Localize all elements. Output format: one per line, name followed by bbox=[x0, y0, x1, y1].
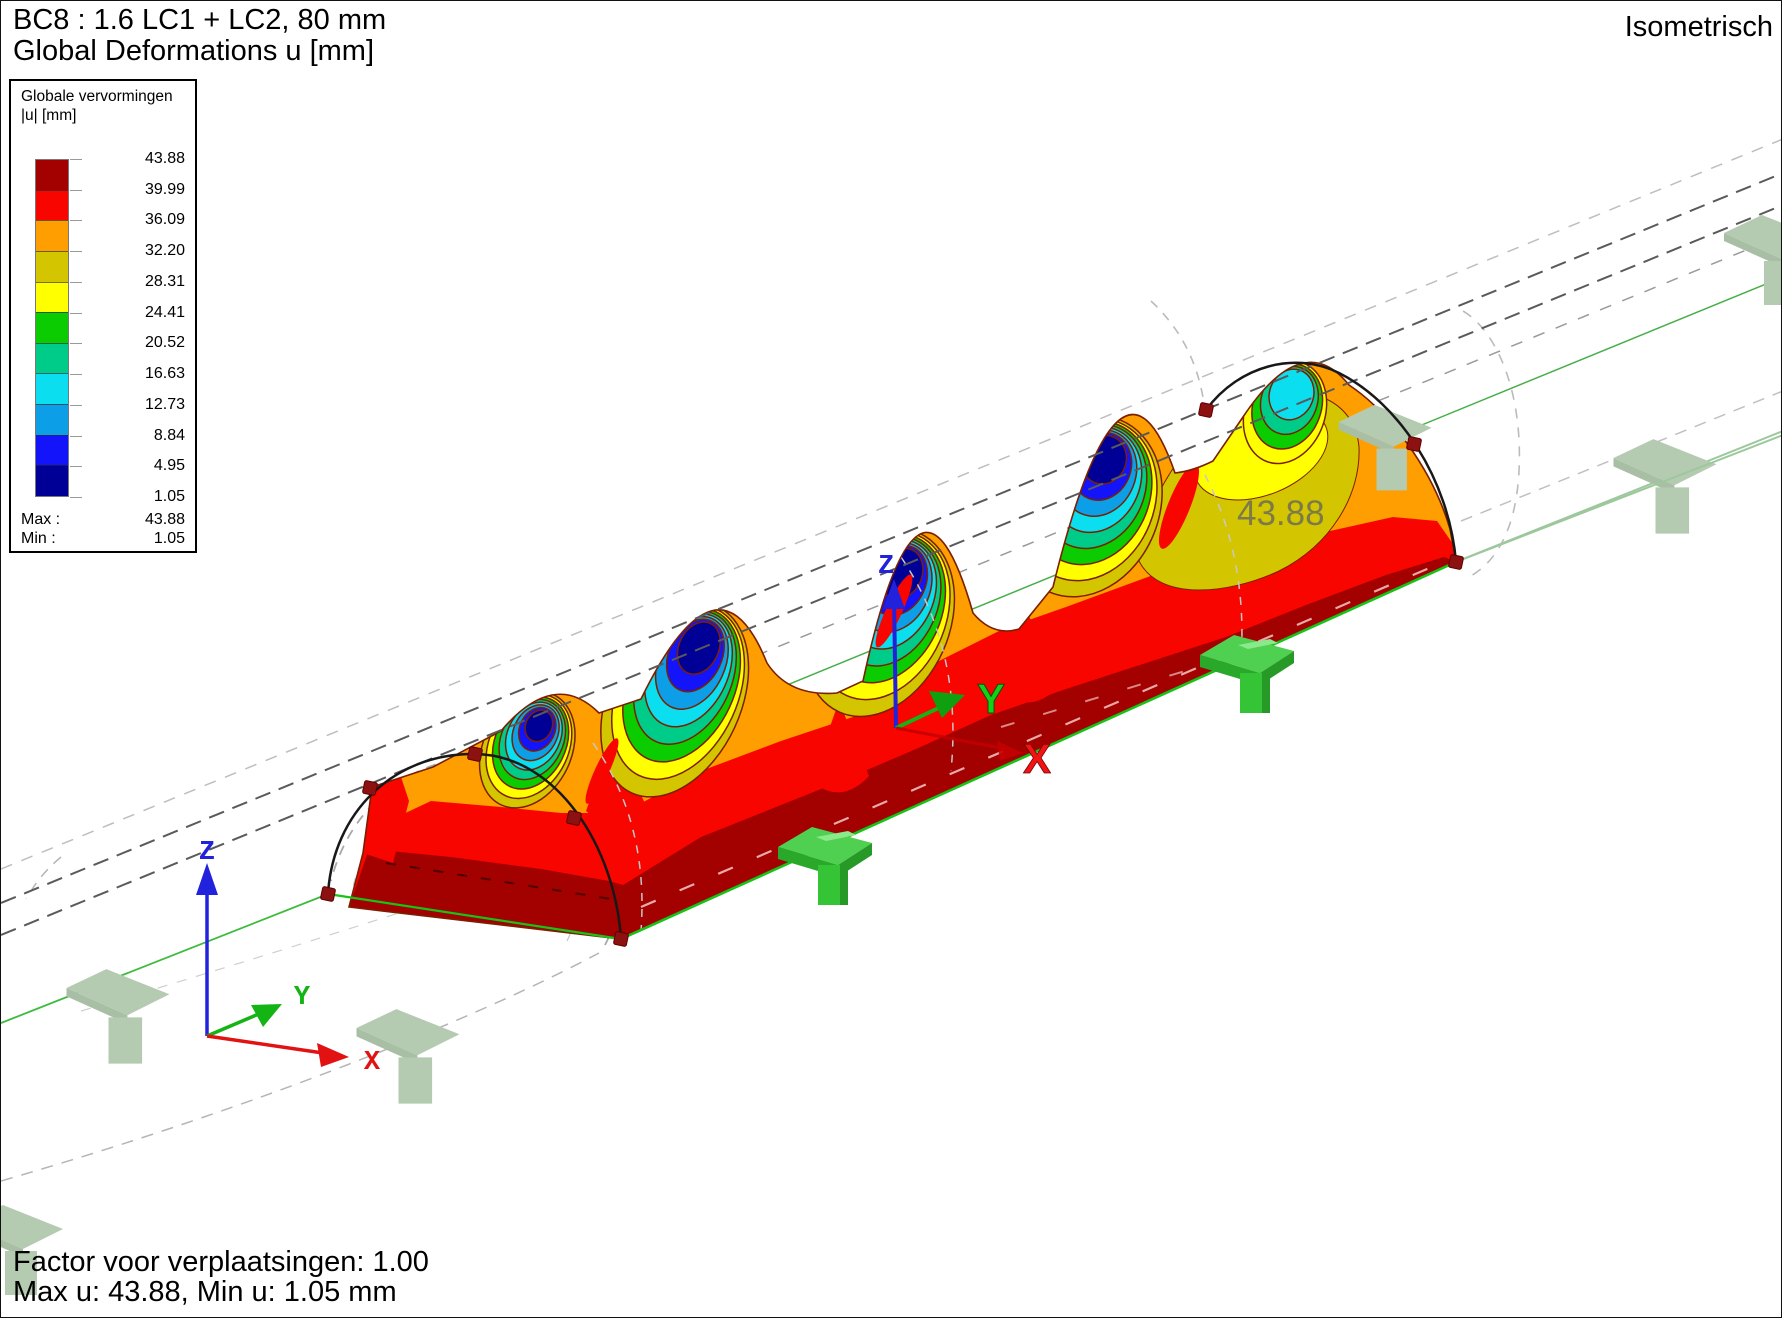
view-orientation-label: Isometrisch bbox=[1624, 11, 1773, 43]
fe-node bbox=[362, 780, 378, 796]
legend-tick bbox=[70, 497, 82, 498]
legend-value-label: 36.09 bbox=[144, 211, 185, 229]
max-value-annotation: 43.88 bbox=[1237, 494, 1325, 533]
result-footer: Factor voor verplaatsingen: 1.00 Max u: … bbox=[13, 1247, 429, 1307]
wireframe-overlay bbox=[1, 172, 1781, 936]
legend-min-label: Min : bbox=[21, 530, 56, 547]
legend-value-label: 32.20 bbox=[144, 242, 185, 260]
support-icon-faded bbox=[356, 1009, 460, 1104]
legend-color-cell bbox=[36, 281, 68, 313]
result-type-title: Global Deformations u [mm] bbox=[13, 35, 375, 67]
global-z-axis-label: Z bbox=[199, 838, 215, 868]
fe-node bbox=[467, 746, 483, 762]
legend-max-value: 43.88 bbox=[144, 511, 185, 528]
fe-node bbox=[1448, 554, 1464, 570]
legend-title: Globale vervormingen |u| [mm] bbox=[21, 87, 173, 125]
legend-value-label: 4.95 bbox=[153, 457, 185, 475]
legend-color-cell bbox=[36, 312, 68, 343]
legend-color-cell bbox=[36, 189, 68, 221]
legend-tick bbox=[70, 404, 82, 406]
surface-silhouette bbox=[347, 361, 1457, 940]
support-icon bbox=[778, 827, 872, 905]
local-y-axis-label: Y bbox=[977, 675, 1005, 722]
support-icon-faded bbox=[66, 969, 170, 1064]
legend-tick bbox=[70, 466, 82, 468]
legend-tick bbox=[70, 343, 82, 345]
fe-node bbox=[1406, 436, 1422, 452]
legend-tick bbox=[70, 220, 82, 222]
global-y-axis-label: Y bbox=[294, 983, 311, 1013]
local-x-axis-label: X bbox=[1023, 735, 1051, 782]
global-axis-triad: Z Y X bbox=[196, 838, 381, 1078]
max-min-text: Max u: 43.88, Min u: 1.05 mm bbox=[13, 1276, 397, 1308]
legend-max-label: Max : bbox=[21, 511, 61, 528]
global-x-axis-label: X bbox=[364, 1048, 381, 1078]
displacement-factor-text: Factor voor verplaatsingen: 1.00 bbox=[13, 1246, 429, 1278]
local-z-axis-label: Z bbox=[878, 552, 894, 582]
legend-color-cell bbox=[36, 373, 68, 405]
legend-color-cell bbox=[36, 465, 68, 497]
legend-value-label: 8.84 bbox=[153, 426, 185, 444]
local-axis-triad: Z Y X bbox=[878, 552, 1051, 782]
end-arc-right bbox=[1204, 361, 1458, 563]
legend-tick bbox=[70, 312, 82, 314]
fe-node bbox=[566, 810, 582, 826]
legend-min-value: 1.05 bbox=[153, 530, 185, 547]
legend-value-label: 39.99 bbox=[144, 180, 185, 198]
support-icon-faded bbox=[1724, 215, 1781, 305]
contour-band-darkred bbox=[349, 557, 1456, 939]
legend-color-bar bbox=[35, 159, 69, 497]
legend-tick bbox=[70, 281, 82, 283]
legend-title-line2: |u| [mm] bbox=[21, 107, 77, 124]
legend-color-cell bbox=[36, 342, 68, 374]
fe-nodes bbox=[320, 402, 1464, 947]
legend-color-cell bbox=[36, 404, 68, 435]
legend-title-line1: Globale vervormingen bbox=[21, 88, 173, 105]
legend-tick bbox=[70, 159, 82, 160]
legend-value-label: 28.31 bbox=[144, 272, 185, 290]
legend-color-cell bbox=[36, 160, 68, 190]
legend-tick bbox=[70, 189, 82, 191]
legend-value-label: 12.73 bbox=[144, 395, 185, 413]
support-icon bbox=[1200, 635, 1294, 713]
result-legend-panel: Globale vervormingen |u| [mm] 43.88 39.99… bbox=[9, 79, 197, 553]
surface-edges bbox=[1, 434, 1781, 1024]
result-title: BC8 : 1.6 LC1 + LC2, 80 mm Global Deform… bbox=[13, 5, 386, 67]
legend-tick bbox=[70, 251, 82, 253]
support-icon-faded bbox=[1613, 439, 1717, 534]
legend-value-label: 24.41 bbox=[144, 303, 185, 321]
fe-node bbox=[613, 931, 629, 947]
support-icon-faded bbox=[1, 1205, 63, 1295]
load-case-title: BC8 : 1.6 LC1 + LC2, 80 mm bbox=[13, 4, 387, 36]
legend-tick bbox=[70, 374, 82, 376]
legend-color-cell bbox=[36, 434, 68, 466]
fe-node bbox=[320, 886, 336, 902]
legend-value-label: 20.52 bbox=[144, 334, 185, 352]
legend-color-cell bbox=[36, 220, 68, 251]
deformed-surface-contours bbox=[347, 361, 1457, 940]
legend-value-label: 1.05 bbox=[153, 488, 185, 505]
legend-value-label: 16.63 bbox=[144, 365, 185, 383]
fe-node bbox=[1198, 402, 1214, 418]
legend-tick bbox=[70, 435, 82, 437]
legend-value-label: 43.88 bbox=[144, 150, 185, 167]
legend-color-cell bbox=[36, 250, 68, 282]
